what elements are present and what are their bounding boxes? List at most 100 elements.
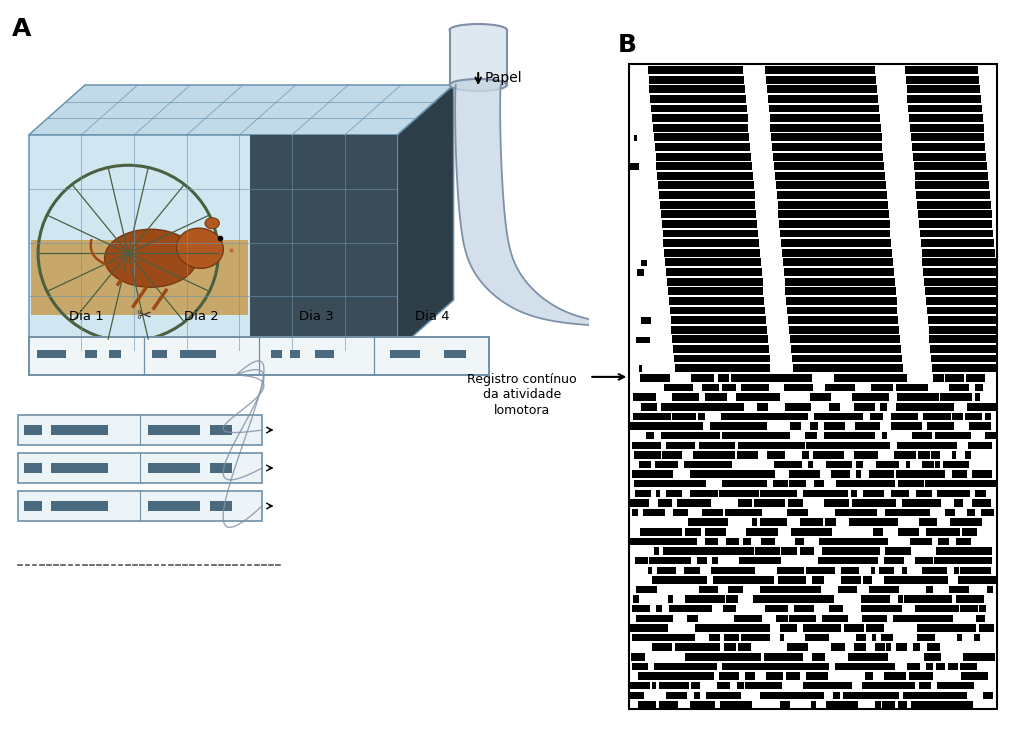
Bar — [765, 66, 876, 74]
Bar — [821, 413, 837, 420]
Bar — [700, 653, 716, 661]
Bar — [707, 691, 719, 699]
Bar — [818, 557, 822, 565]
Bar — [919, 220, 992, 228]
Bar — [818, 538, 836, 545]
Bar — [856, 403, 864, 410]
Bar — [959, 566, 967, 574]
Bar — [781, 624, 797, 632]
Bar — [643, 528, 656, 536]
Bar — [882, 499, 893, 507]
Bar — [925, 538, 929, 545]
Bar — [718, 403, 734, 410]
Bar — [849, 509, 868, 516]
Bar — [777, 566, 788, 574]
Bar — [834, 691, 840, 699]
Bar — [972, 557, 990, 565]
Bar — [967, 672, 973, 679]
Bar — [668, 288, 764, 295]
Bar — [730, 413, 736, 420]
Bar — [664, 239, 759, 247]
Bar — [806, 442, 821, 449]
Bar — [939, 595, 951, 603]
Bar — [743, 538, 751, 545]
Bar — [706, 538, 718, 545]
Bar — [722, 480, 743, 487]
Bar — [651, 104, 746, 112]
Bar — [633, 470, 649, 478]
Bar — [728, 413, 745, 420]
Bar — [853, 432, 864, 440]
Bar — [673, 345, 769, 353]
Bar — [867, 538, 888, 545]
Bar — [911, 143, 985, 151]
Bar — [802, 403, 811, 410]
Bar — [810, 422, 818, 430]
Bar — [706, 691, 714, 699]
Bar — [894, 451, 906, 459]
Bar — [727, 538, 732, 545]
Bar — [752, 519, 757, 526]
Bar — [745, 634, 753, 641]
Bar — [736, 451, 758, 459]
Bar — [644, 624, 662, 632]
Bar — [869, 519, 891, 526]
Bar — [682, 442, 695, 449]
Bar — [773, 557, 780, 565]
Bar — [639, 538, 652, 545]
Bar — [806, 432, 815, 440]
Bar — [810, 393, 830, 401]
Bar — [766, 76, 877, 83]
Bar — [979, 624, 994, 632]
Bar — [926, 528, 947, 536]
Bar — [634, 480, 653, 487]
Bar — [716, 576, 720, 583]
Bar — [782, 249, 892, 257]
Bar — [757, 403, 768, 410]
Bar — [738, 557, 753, 565]
Bar — [898, 528, 918, 536]
Bar — [666, 663, 685, 670]
Bar — [941, 403, 954, 410]
Bar — [701, 374, 710, 381]
Bar — [673, 393, 682, 401]
Bar — [776, 615, 788, 622]
Bar — [855, 422, 860, 430]
Bar — [645, 432, 653, 440]
Bar — [909, 393, 924, 401]
Bar — [927, 422, 945, 430]
Bar — [938, 528, 948, 536]
Bar — [635, 451, 655, 459]
Bar — [676, 605, 686, 612]
Bar — [957, 548, 964, 555]
Bar — [710, 393, 716, 401]
Bar — [842, 480, 852, 487]
Bar — [867, 393, 876, 401]
Bar — [630, 538, 643, 545]
Bar — [761, 538, 775, 545]
Bar — [777, 663, 795, 670]
Bar — [884, 672, 902, 679]
Bar — [794, 615, 816, 622]
Bar — [844, 374, 857, 381]
Bar — [923, 403, 940, 410]
Bar — [878, 519, 885, 526]
Bar — [745, 682, 760, 689]
Bar — [970, 653, 987, 661]
Bar — [945, 509, 955, 516]
Bar — [664, 548, 674, 555]
Bar — [897, 605, 901, 612]
Bar — [695, 519, 710, 526]
Bar — [863, 442, 882, 449]
Bar — [864, 403, 872, 410]
Bar — [767, 86, 878, 93]
Bar — [912, 153, 986, 160]
Bar — [910, 663, 919, 670]
Bar — [852, 557, 868, 565]
Bar — [803, 682, 822, 689]
Bar — [780, 229, 891, 238]
Bar — [927, 682, 931, 689]
Bar — [955, 489, 968, 497]
Bar — [902, 566, 907, 574]
Bar — [777, 200, 888, 209]
